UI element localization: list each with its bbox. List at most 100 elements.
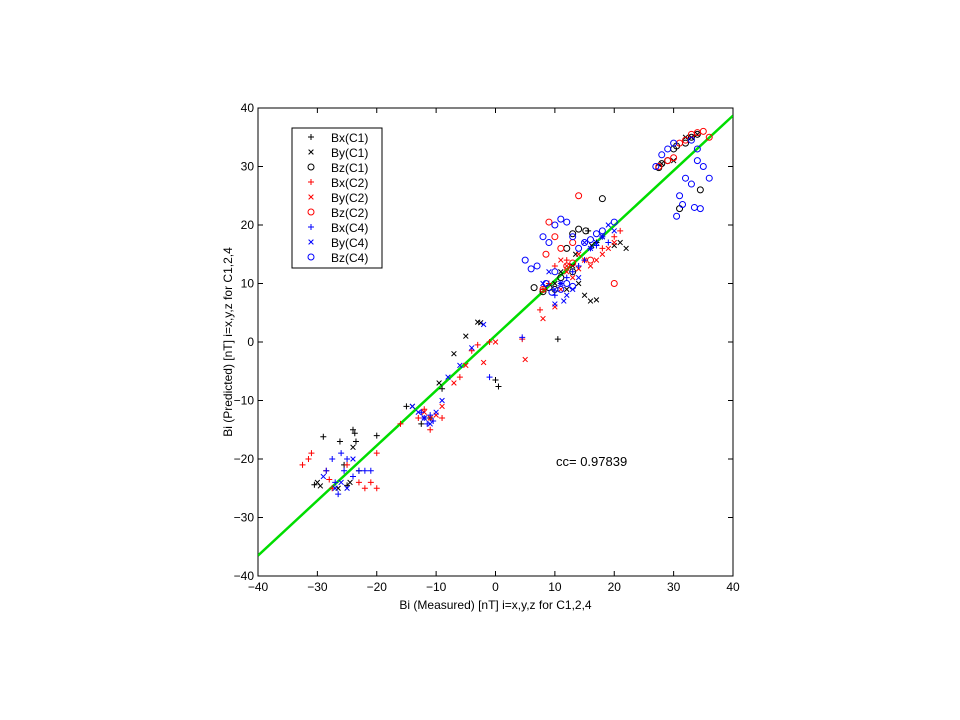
y-tick-label: 20 — [241, 218, 255, 232]
data-point — [599, 251, 606, 258]
data-point — [492, 377, 499, 384]
data-point — [593, 257, 600, 263]
y-tick-label: 0 — [247, 335, 254, 349]
legend-label: By(C1) — [331, 146, 368, 160]
data-point — [682, 174, 689, 182]
data-point — [373, 450, 380, 457]
data-point — [344, 456, 351, 462]
data-point — [617, 239, 623, 246]
data-point — [575, 225, 583, 233]
x-tick-label: 0 — [492, 580, 499, 594]
data-point — [558, 286, 564, 293]
data-point — [563, 274, 570, 281]
legend-marker — [307, 163, 315, 171]
data-point — [696, 186, 704, 194]
data-point — [581, 239, 588, 246]
data-point — [558, 257, 564, 263]
data-point — [336, 438, 343, 445]
legend-label: Bz(C4) — [331, 251, 368, 265]
legend-label: By(C2) — [331, 191, 368, 205]
data-point — [605, 245, 612, 252]
data-point — [439, 397, 445, 404]
data-point — [599, 245, 606, 252]
data-point — [581, 292, 588, 298]
data-point — [581, 239, 589, 247]
data-point — [486, 374, 493, 381]
data-point — [367, 467, 374, 474]
data-point — [463, 362, 469, 369]
data-point — [598, 195, 606, 203]
data-point — [561, 298, 567, 304]
x-tick-label: −30 — [307, 580, 328, 594]
legend-label: Bx(C1) — [331, 131, 368, 145]
data-point — [569, 230, 577, 238]
data-point — [539, 233, 547, 241]
legend-label: By(C4) — [331, 236, 368, 250]
data-point — [676, 205, 684, 213]
data-point — [611, 239, 618, 246]
data-point — [582, 227, 590, 235]
data-point — [341, 467, 348, 474]
data-point — [599, 233, 606, 240]
y-tick-label: −10 — [234, 394, 255, 408]
data-point — [421, 415, 428, 421]
legend-label: Bx(C2) — [331, 176, 368, 190]
data-point — [427, 426, 434, 433]
data-point — [546, 269, 552, 275]
data-point — [587, 245, 594, 252]
data-point — [575, 262, 582, 269]
data-point — [542, 250, 550, 258]
data-point — [530, 284, 538, 292]
data-point — [676, 192, 684, 200]
x-tick-label: 30 — [667, 580, 681, 594]
data-point — [480, 359, 487, 366]
legend: Bx(C1)By(C1)Bz(C1)Bx(C2)By(C2)Bz(C2)Bx(C… — [291, 127, 383, 269]
data-point — [551, 268, 559, 276]
data-point — [403, 403, 410, 410]
data-point — [581, 257, 588, 264]
data-point — [436, 380, 442, 386]
data-point — [693, 145, 701, 153]
data-point — [557, 215, 565, 223]
data-point — [445, 374, 451, 380]
data-point — [439, 415, 446, 422]
data-point — [563, 257, 570, 264]
data-point — [690, 203, 698, 211]
data-point — [563, 286, 570, 293]
data-point — [554, 336, 561, 343]
data-point — [350, 426, 356, 433]
data-points — [299, 127, 713, 498]
data-point — [593, 297, 600, 303]
axis-ticks: −40 −30 −20 −10 0 10 20 30 40 −40 −30 −20 −10 0 10 20 30… — [234, 101, 740, 594]
data-point — [575, 192, 583, 200]
legend-marker — [308, 149, 314, 155]
data-point — [468, 347, 475, 354]
data-point — [427, 412, 434, 419]
data-point — [575, 280, 582, 287]
data-point — [474, 341, 481, 348]
data-point — [542, 280, 550, 287]
legend-label: Bz(C1) — [331, 161, 368, 175]
data-point — [575, 244, 583, 252]
data-point — [320, 473, 327, 480]
data-point — [480, 321, 487, 328]
data-point — [361, 467, 368, 474]
data-point — [563, 263, 570, 269]
data-point — [679, 201, 687, 209]
data-point — [350, 444, 356, 451]
data-point — [658, 151, 666, 159]
data-point — [338, 479, 344, 486]
data-point — [519, 334, 526, 341]
y-tick-label: −30 — [234, 511, 255, 525]
data-point — [311, 481, 318, 488]
data-point — [373, 485, 380, 492]
data-point — [558, 280, 564, 287]
x-tick-label: −40 — [248, 580, 269, 594]
legend-marker — [308, 179, 314, 185]
data-point — [558, 269, 564, 275]
data-point — [451, 350, 457, 357]
data-point — [569, 282, 577, 290]
data-point — [418, 409, 425, 416]
data-point — [655, 163, 663, 170]
